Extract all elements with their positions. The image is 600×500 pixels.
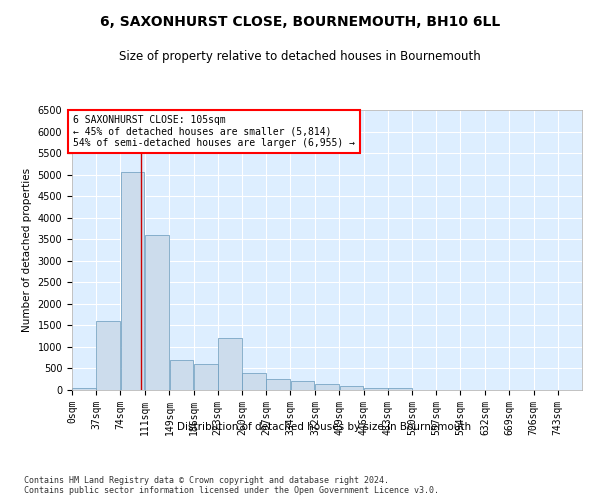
Bar	[121, 172, 145, 390]
Bar	[170, 360, 193, 390]
Bar	[242, 373, 266, 390]
Bar	[218, 338, 242, 390]
Text: 6 SAXONHURST CLOSE: 105sqm
← 45% of detached houses are smaller (5,814)
54% of s: 6 SAXONHURST CLOSE: 105sqm ← 45% of deta…	[73, 115, 355, 148]
Text: Contains HM Land Registry data © Crown copyright and database right 2024.
Contai: Contains HM Land Registry data © Crown c…	[24, 476, 439, 495]
Bar	[316, 384, 340, 390]
Text: Distribution of detached houses by size in Bournemouth: Distribution of detached houses by size …	[177, 422, 471, 432]
Bar	[388, 388, 412, 390]
Bar	[364, 388, 388, 390]
Text: Size of property relative to detached houses in Bournemouth: Size of property relative to detached ho…	[119, 50, 481, 63]
Y-axis label: Number of detached properties: Number of detached properties	[22, 168, 32, 332]
Bar	[97, 321, 120, 390]
Bar	[194, 364, 218, 390]
Bar	[145, 235, 169, 390]
Text: 6, SAXONHURST CLOSE, BOURNEMOUTH, BH10 6LL: 6, SAXONHURST CLOSE, BOURNEMOUTH, BH10 6…	[100, 15, 500, 29]
Bar	[340, 386, 364, 390]
Bar	[266, 379, 290, 390]
Bar	[290, 382, 314, 390]
Bar	[72, 388, 96, 390]
